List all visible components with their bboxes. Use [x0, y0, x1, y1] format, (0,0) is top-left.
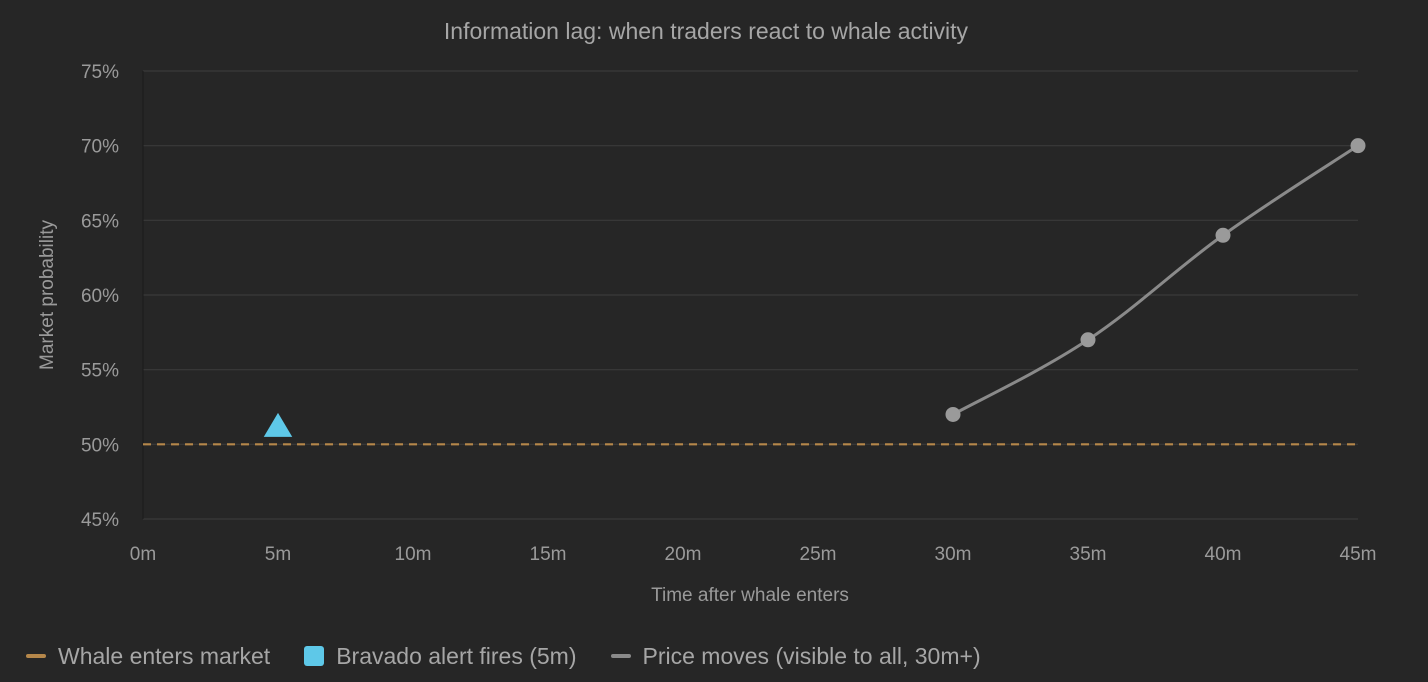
x-tick-label: 30m — [935, 544, 972, 565]
legend: Whale enters market Bravado alert fires … — [26, 638, 981, 674]
price-point — [1350, 138, 1366, 154]
series-layer — [143, 138, 1366, 446]
x-axis-title: Time after whale enters — [651, 585, 849, 606]
y-tick-label: 70% — [81, 137, 119, 158]
y-tick-label: 45% — [81, 510, 119, 531]
chart-title: Information lag: when traders react to w… — [444, 18, 969, 44]
x-tick-label: 25m — [800, 544, 837, 565]
legend-label-whale: Whale enters market — [58, 642, 271, 669]
price-point — [945, 406, 961, 422]
y-tick-label: 60% — [81, 286, 119, 307]
price-moves-line — [952, 144, 1359, 416]
legend-item-price-moves[interactable]: Price moves (visible to all, 30m+) — [610, 642, 981, 670]
x-tick-label: 20m — [665, 544, 702, 565]
legend-swatch-whale — [26, 654, 46, 658]
x-tick-labels: 0m 5m 10m 15m 20m 25m 30m 35m 40m 45m — [130, 544, 1377, 565]
legend-swatch-price — [610, 654, 631, 658]
legend-swatch-bravado — [304, 646, 325, 666]
legend-item-bravado-alert[interactable]: Bravado alert fires (5m) — [304, 642, 577, 670]
price-point — [1215, 227, 1231, 243]
price-point — [1080, 332, 1096, 348]
y-axis-title: Market probability — [37, 220, 58, 370]
x-tick-label: 0m — [130, 544, 156, 565]
y-tick-labels: 45% 50% 55% 60% 65% 70% 75% — [81, 62, 119, 531]
y-tick-label: 75% — [81, 62, 119, 83]
y-tick-label: 50% — [81, 435, 119, 456]
x-tick-label: 45m — [1340, 544, 1377, 565]
x-tick-label: 40m — [1205, 544, 1242, 565]
y-tick-label: 55% — [81, 361, 119, 382]
chart-canvas: Information lag: when traders react to w… — [37, 18, 1377, 606]
bravado-alert-marker — [263, 412, 293, 437]
y-tick-label: 65% — [81, 211, 119, 232]
grid-layer — [143, 70, 1358, 520]
legend-label-bravado: Bravado alert fires (5m) — [336, 642, 577, 669]
legend-item-whale-enters[interactable]: Whale enters market — [26, 643, 270, 670]
x-tick-label: 10m — [395, 544, 432, 565]
x-tick-label: 15m — [530, 544, 567, 565]
x-tick-label: 5m — [265, 544, 291, 565]
legend-label-price: Price moves (visible to all, 30m+) — [642, 642, 981, 669]
x-tick-label: 35m — [1070, 544, 1107, 565]
